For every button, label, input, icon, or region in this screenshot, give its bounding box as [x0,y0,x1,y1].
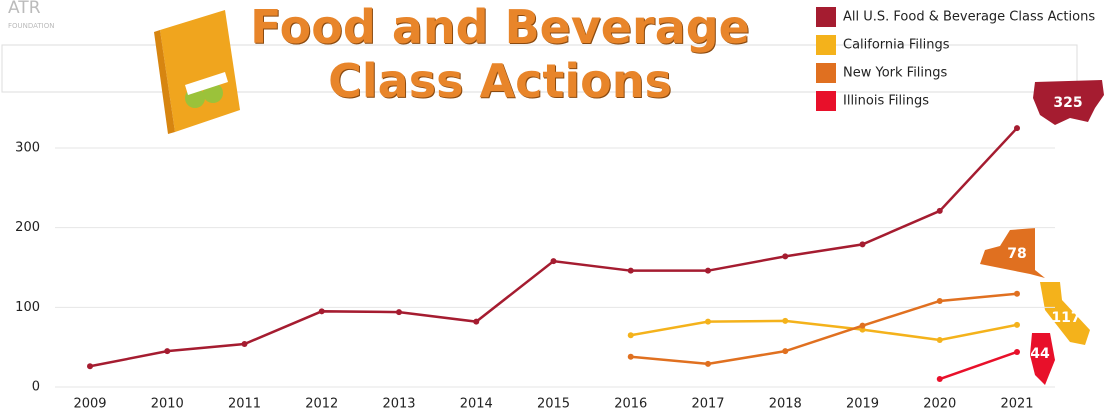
legend-swatch [816,35,836,55]
frame [1,44,1078,93]
point [627,267,634,274]
legend-swatch [816,7,836,27]
x-tick-label: 2018 [769,397,802,412]
legend-label: All U.S. Food & Beverage Class Actions [843,10,1095,25]
x-tick-label: 2012 [305,397,338,412]
ca-map [1040,282,1090,345]
point [396,309,402,316]
point [705,267,711,274]
legend-swatch [816,63,836,83]
ny-map [980,228,1045,278]
point [164,348,171,355]
book-icon [154,10,240,134]
point [705,318,711,325]
point [550,258,557,265]
point [782,253,789,260]
x-tick-label: 2011 [228,397,261,412]
point [859,241,866,248]
point [936,297,943,304]
logo-name: ATR [8,0,41,18]
y-tick-label: 0 [32,380,40,395]
value-label: 44 [1030,346,1050,362]
series-line [630,292,1018,366]
point [859,322,866,329]
point [627,353,634,360]
point [87,363,93,370]
point [936,376,943,383]
il-map [1030,333,1055,385]
point [936,207,943,214]
point [782,317,789,324]
legend-label: California Filings [843,38,950,53]
point [318,308,325,315]
x-tick-label: 2014 [460,397,493,412]
chart-title: Food and Beverage Class Actions [250,0,750,108]
x-tick-label: 2009 [73,397,106,412]
point [936,336,943,343]
us-map [1033,80,1104,125]
value-label: 325 [1053,95,1082,111]
x-tick-label: 2015 [537,397,570,412]
point [1014,290,1020,297]
legend-label: Illinois Filings [843,94,929,109]
legend-label: New York Filings [843,66,948,81]
point [1014,321,1020,328]
legend-swatch [816,91,836,111]
x-tick-label: 2013 [382,397,415,412]
x-tick-label: 2021 [1000,397,1033,412]
logo-subtitle: FOUNDATION [8,22,55,30]
x-tick-label: 2016 [614,397,647,412]
x-tick-label: 2017 [691,397,724,412]
point [782,348,789,355]
y-tick-label: 200 [15,220,40,235]
x-tick-label: 2010 [151,397,184,412]
point [705,360,711,367]
point [627,332,634,339]
series-line [630,319,1018,342]
series-line [939,350,1018,381]
x-tick-label: 2019 [846,397,879,412]
point [473,318,480,325]
value-label: 117 [1051,310,1080,326]
x-tick-label: 2020 [923,397,956,412]
value-label: 78 [1007,246,1026,262]
point [1014,348,1020,355]
point [1014,125,1020,132]
y-tick-label: 100 [15,300,40,315]
point [241,340,248,347]
y-tick-label: 300 [15,140,40,155]
